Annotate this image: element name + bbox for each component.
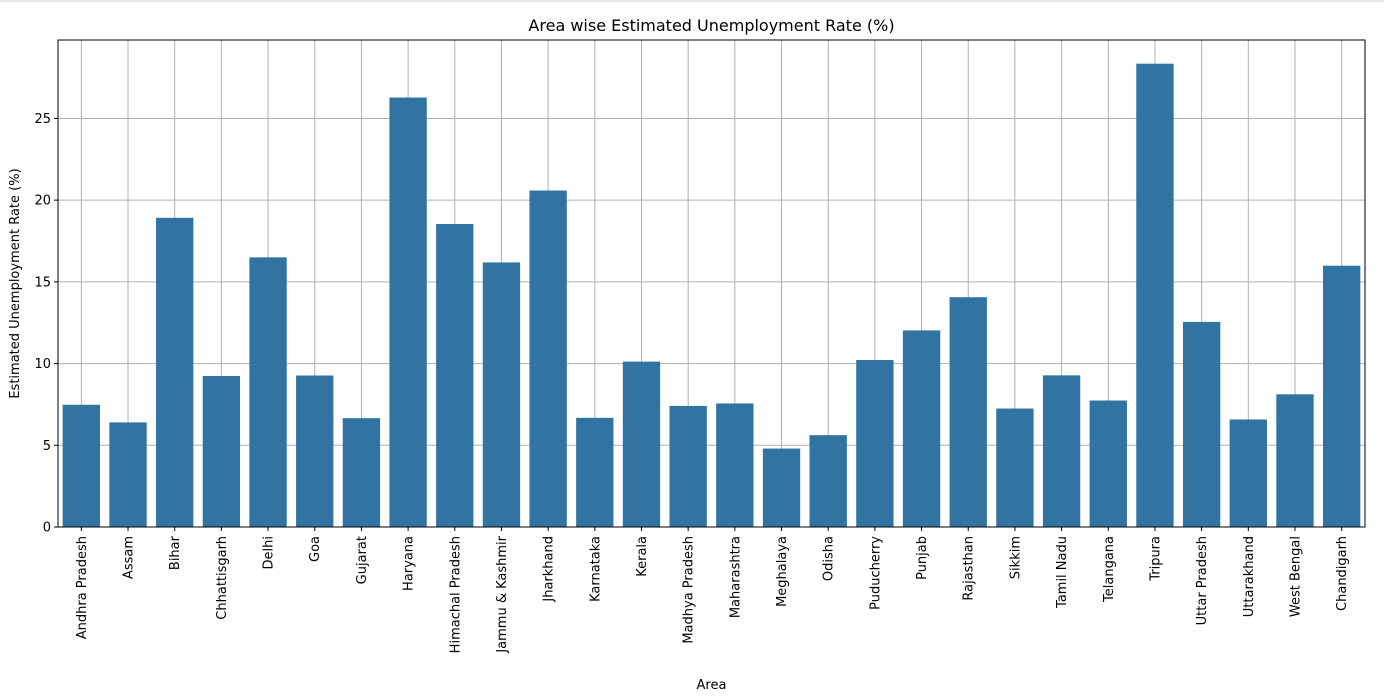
bar	[389, 97, 427, 527]
bar	[996, 408, 1034, 527]
x-tick-label: Goa	[308, 536, 323, 562]
x-tick-label: Andhra Pradesh	[75, 536, 90, 639]
x-tick-label: Uttar Pradesh	[1195, 536, 1210, 625]
bar	[1182, 321, 1221, 527]
x-tick-label: Tamil Nadu	[1055, 536, 1070, 609]
x-tick-label: Telangana	[1102, 536, 1117, 603]
x-tick-label: Delhi	[262, 536, 277, 569]
x-tick-label: Madhya Pradesh	[682, 536, 697, 644]
bar	[576, 417, 614, 527]
bar	[296, 375, 334, 527]
bar	[156, 217, 194, 528]
x-tick-label: Uttarakhand	[1242, 536, 1257, 617]
bar	[716, 403, 754, 527]
x-tick-label: Assam	[122, 536, 137, 579]
bars	[62, 63, 1361, 528]
bar	[1276, 394, 1314, 527]
bar	[809, 435, 847, 527]
x-tick-label: Odisha	[822, 536, 837, 581]
bar	[529, 190, 567, 527]
bar	[762, 448, 801, 527]
plot-frame	[57, 39, 1366, 528]
bar	[1042, 375, 1081, 527]
bar	[902, 330, 941, 527]
x-tick-label: Punjab	[915, 536, 930, 580]
x-axis-ticks: Andhra Pradesh Assam Bihar Chhattisgarh Delh…	[75, 527, 1350, 654]
y-tick-label: 15	[34, 275, 51, 290]
y-tick-label: 25	[34, 112, 51, 127]
bar	[482, 262, 521, 527]
bar	[436, 224, 474, 527]
y-tick-label: 0	[43, 521, 51, 536]
bar	[249, 257, 287, 527]
x-tick-label: Puducherry	[868, 536, 883, 610]
y-axis-ticks: 0 5 10 15 20 25	[34, 112, 58, 536]
bar	[1136, 63, 1174, 527]
x-tick-label: Sikkim	[1008, 536, 1023, 579]
x-tick-label: Kerala	[635, 536, 650, 577]
x-tick-label: Karnataka	[588, 536, 603, 602]
x-tick-label: Chandigarh	[1335, 536, 1350, 611]
y-tick-label: 10	[34, 357, 51, 372]
x-tick-label: Haryana	[402, 536, 417, 591]
x-tick-label: Himachal Pradesh	[448, 536, 463, 653]
x-tick-label: West Bengal	[1288, 536, 1303, 617]
y-axis-label: Estimated Unemployment Rate (%)	[8, 168, 23, 398]
bar	[949, 297, 987, 527]
bar	[1322, 265, 1361, 527]
y-tick-label: 20	[34, 194, 51, 209]
x-tick-label: Jammu & Kashmir	[495, 535, 510, 653]
chart-title: Area wise Estimated Unemployment Rate (%…	[528, 16, 894, 35]
bar	[856, 359, 894, 527]
x-tick-label: Maharashtra	[728, 536, 743, 618]
x-axis-label: Area	[697, 678, 727, 693]
y-tick-label: 5	[43, 439, 51, 454]
bar	[342, 418, 381, 527]
bar	[109, 422, 147, 527]
x-tick-label: Meghalaya	[775, 536, 790, 607]
bar	[1089, 400, 1127, 527]
bar	[1229, 419, 1267, 527]
x-tick-label: Gujarat	[355, 536, 370, 584]
x-tick-label: Rajasthan	[962, 536, 977, 601]
bar	[202, 375, 241, 527]
x-tick-label: Jharkhand	[542, 536, 557, 603]
bar	[62, 404, 101, 527]
x-tick-label: Bihar	[168, 535, 183, 570]
bar	[669, 405, 707, 527]
x-tick-label: Tripura	[1148, 536, 1163, 582]
bar	[622, 361, 661, 527]
x-tick-label: Chhattisgarh	[215, 536, 230, 620]
top-divider	[0, 0, 1384, 2]
